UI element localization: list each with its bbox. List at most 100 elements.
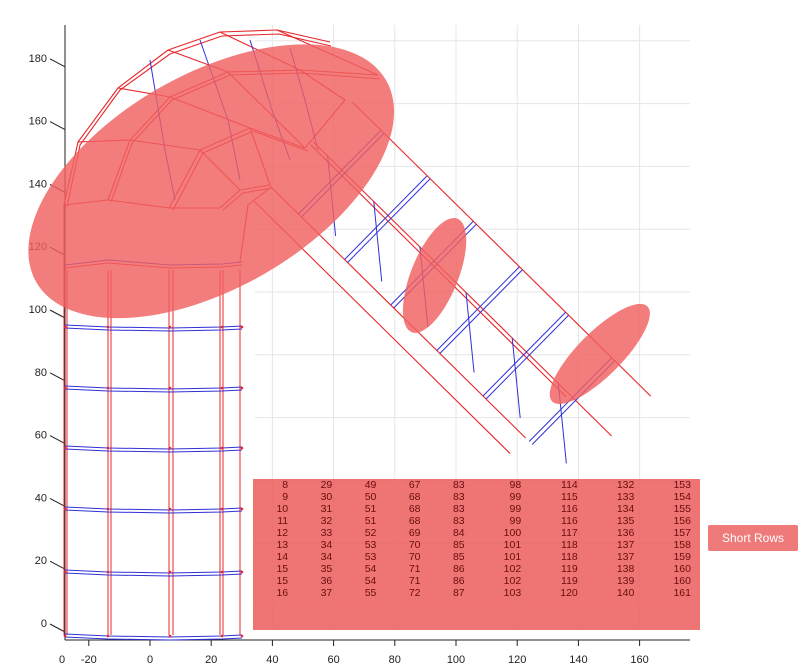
course-line	[64, 445, 243, 450]
short-rows-button[interactable]: Short Rows	[708, 525, 798, 551]
table-cell: 117	[561, 527, 578, 539]
table-cell: 119	[561, 563, 578, 575]
course-line	[64, 324, 243, 329]
table-cell: 154	[673, 491, 691, 503]
foot-wale-cross-line	[465, 292, 475, 373]
y-tick-label: 0	[41, 618, 47, 630]
table-cell: 83	[452, 503, 465, 515]
table-row: 11 32 51 68 83 99 116 135 156	[253, 515, 700, 527]
table-cell: 99	[509, 491, 522, 503]
table-cell: 54	[364, 575, 377, 587]
stitch-point	[63, 386, 67, 390]
table-cell: 160	[673, 575, 691, 587]
x-tick-label: 40	[266, 654, 278, 666]
stitch-point	[168, 570, 172, 574]
table-cell: 32	[320, 515, 333, 527]
table-cell: 67	[408, 479, 421, 491]
table-cell: 103	[503, 587, 522, 599]
stitch-point	[106, 507, 110, 511]
table-cell: 49	[364, 479, 377, 491]
table-cell: 71	[408, 563, 421, 575]
table-row: 10 31 51 68 83 99 116 134 155	[253, 503, 700, 515]
stitch-point	[240, 570, 244, 574]
stitch-point	[168, 634, 172, 638]
course-line	[64, 327, 243, 332]
table-row: 9 30 50 68 83 99 115 133 154	[253, 491, 700, 503]
x-tick-label: 100	[447, 654, 465, 666]
table-cell: 153	[673, 479, 691, 491]
table-row: 8 29 49 67 83 98 114 132 153	[253, 479, 700, 491]
y-tick-mark	[49, 560, 66, 570]
table-row: 16 37 55 72 87 103 120 140 161	[253, 587, 700, 599]
table-cell: 15	[276, 563, 289, 575]
table-cell: 10	[276, 503, 289, 515]
y-tick-label: 100	[29, 304, 47, 316]
y-tick-label: 140	[29, 178, 47, 190]
table-cell: 101	[503, 539, 522, 551]
large-ellipse-highlight	[28, 44, 395, 319]
table-cell: 83	[452, 515, 465, 527]
foot-course-line	[347, 178, 431, 263]
stitch-point	[240, 634, 244, 638]
table-cell: 9	[282, 491, 289, 503]
foot-course-line	[439, 269, 523, 354]
table-cell: 31	[320, 503, 333, 515]
stitch-point	[63, 570, 67, 574]
table-cell: 53	[364, 551, 377, 563]
table-cell: 68	[408, 491, 421, 503]
course-line	[64, 388, 243, 393]
table-cell: 114	[561, 479, 578, 491]
right-ellipse-highlight	[549, 303, 650, 405]
table-cell: 83	[452, 491, 465, 503]
x-tick-label: 120	[508, 654, 526, 666]
course-line	[64, 509, 243, 514]
table-cell: 156	[673, 515, 691, 527]
stitch-point	[63, 634, 67, 638]
x-tick-label: 0	[147, 654, 153, 666]
short-rows-table-panel: 8 29 49 67 83 98 114 132 153 9 30 50 68 83 99 115 133 154…	[253, 479, 700, 630]
table-cell: 70	[408, 551, 421, 563]
table-cell: 101	[503, 551, 522, 563]
table-cell: 133	[616, 491, 635, 503]
table-cell: 85	[452, 539, 465, 551]
stitch-point	[240, 507, 244, 511]
y-tick-mark	[49, 372, 66, 382]
table-cell: 68	[408, 503, 421, 515]
y-tick-label: 180	[29, 53, 47, 65]
stitch-point	[220, 446, 224, 450]
table-cell: 137	[616, 551, 635, 563]
stitch-point	[63, 507, 67, 511]
x-tick-label: 60	[327, 654, 339, 666]
foot-course-line	[482, 311, 566, 397]
table-cell: 158	[673, 539, 691, 551]
stitch-point	[220, 386, 224, 390]
grid-lines	[255, 25, 690, 630]
course-line	[64, 636, 243, 641]
stitch-point	[106, 325, 110, 329]
table-cell: 70	[408, 539, 421, 551]
table-cell: 116	[561, 503, 578, 515]
stitch-point	[240, 386, 244, 390]
table-cell: 30	[320, 491, 333, 503]
y-tick-label: 60	[35, 430, 47, 442]
table-cell: 34	[320, 539, 333, 551]
heel-ring-line	[66, 33, 332, 208]
table-cell: 137	[616, 539, 635, 551]
middle-ellipse-highlight	[402, 218, 467, 333]
table-cell: 134	[616, 503, 635, 515]
stitch-point	[220, 634, 224, 638]
table-cell: 52	[364, 527, 377, 539]
table-cell: 118	[561, 539, 578, 551]
table-cell: 99	[509, 503, 522, 515]
foot-course-line	[485, 314, 569, 400]
table-cell: 98	[509, 479, 522, 491]
table-cell: 68	[408, 515, 421, 527]
table-cell: 51	[364, 503, 377, 515]
table-cell: 55	[364, 587, 377, 599]
table-cell: 85	[452, 551, 465, 563]
stitch-point	[168, 446, 172, 450]
table-cell: 159	[673, 551, 691, 563]
table-cell: 119	[561, 575, 578, 587]
table-row: 15 35 54 71 86 102 119 138 160	[253, 563, 700, 575]
